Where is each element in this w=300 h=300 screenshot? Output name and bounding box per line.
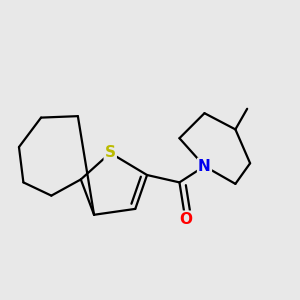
Text: S: S xyxy=(105,146,116,160)
Text: N: N xyxy=(198,159,211,174)
Text: O: O xyxy=(179,212,192,227)
